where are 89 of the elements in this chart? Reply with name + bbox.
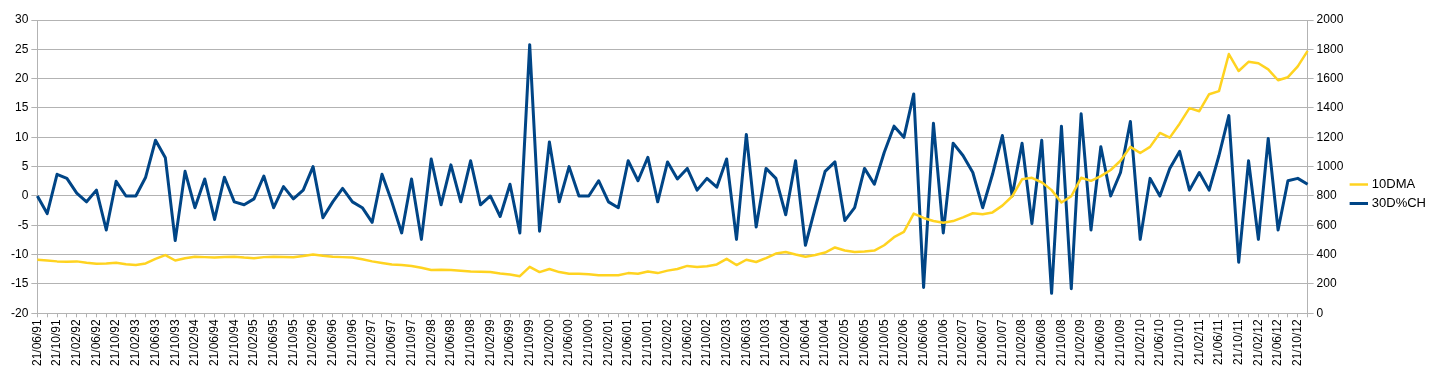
x-tick-label: 21/10/91 <box>49 318 64 367</box>
x-tick-label: 21/06/99 <box>502 318 517 367</box>
x-tick-label: 21/10/01 <box>640 318 655 367</box>
y-tick-label: 5 <box>21 158 29 173</box>
x-tick-label: 21/10/93 <box>167 318 182 367</box>
x-tick-label: 21/06/12 <box>1270 318 1285 367</box>
x-tick-label: 21/06/98 <box>443 318 458 367</box>
x-tick-label: 21/06/09 <box>1093 318 1108 367</box>
y-tick-label: 15 <box>14 100 29 115</box>
x-tick-label: 21/06/02 <box>679 318 694 367</box>
y-tick-label: -5 <box>17 217 29 232</box>
x-tick-label: 21/10/00 <box>581 318 596 367</box>
x-tick-label: 21/02/07 <box>955 318 970 367</box>
x-tick-label: 21/02/09 <box>1073 318 1088 367</box>
x-tick-label: 21/02/98 <box>423 318 438 367</box>
x-tick-label: 21/06/07 <box>974 318 989 367</box>
x-tick-label: 21/06/01 <box>620 318 635 367</box>
x-tick-label: 21/02/02 <box>659 318 674 367</box>
x-tick-label: 21/06/94 <box>206 318 221 367</box>
x-tick-label: 21/06/92 <box>88 318 103 367</box>
x-tick-label: 21/10/06 <box>935 318 950 367</box>
y-tick-label: -20 <box>11 305 29 320</box>
x-tick-label: 21/10/09 <box>1112 318 1127 367</box>
x-tick-label: 21/02/99 <box>482 318 497 367</box>
x-tick-label: 21/10/10 <box>1171 318 1186 367</box>
x-tick-label: 21/06/95 <box>265 318 280 367</box>
y2-tick-label: 400 <box>1316 246 1337 261</box>
x-tick-label: 21/10/99 <box>522 318 537 367</box>
y-tick-label: 20 <box>14 70 29 85</box>
x-tick-label: 21/06/08 <box>1034 318 1049 367</box>
y2-tick-label: 200 <box>1316 276 1337 291</box>
x-tick-label: 21/06/00 <box>561 318 576 367</box>
y2-tick-label: 800 <box>1316 188 1337 203</box>
x-tick-label: 21/02/95 <box>246 318 261 367</box>
y-tick-label: 25 <box>14 41 29 56</box>
y-tick-label: -15 <box>11 276 29 291</box>
x-tick-label: 21/02/92 <box>69 318 84 367</box>
y-tick-label: 10 <box>14 129 29 144</box>
x-tick-label: 21/06/06 <box>915 318 930 367</box>
x-tick-label: 21/02/08 <box>1014 318 1029 367</box>
y-tick-label: 30 <box>14 12 29 27</box>
x-tick-label: 21/02/05 <box>837 318 852 367</box>
x-tick-label: 21/06/05 <box>856 318 871 367</box>
x-tick-label: 21/10/98 <box>462 318 477 367</box>
y-tick-label: 0 <box>21 188 29 203</box>
x-tick-label: 21/10/05 <box>876 318 891 367</box>
x-tick-label: 21/02/12 <box>1250 318 1265 367</box>
x-tick-label: 21/02/04 <box>778 318 793 367</box>
y2-tick-label: 1800 <box>1316 41 1344 56</box>
x-tick-label: 21/06/10 <box>1152 318 1167 367</box>
x-tick-label: 21/06/04 <box>797 318 812 367</box>
y2-tick-label: 2000 <box>1316 12 1344 27</box>
x-tick-label: 21/10/94 <box>226 318 241 367</box>
y2-tick-label: 1200 <box>1316 129 1344 144</box>
legend-label: 10DMA <box>1371 176 1416 192</box>
y2-tick-label: 600 <box>1316 217 1337 232</box>
x-tick-label: 21/10/11 <box>1231 318 1245 366</box>
x-tick-label: 21/10/95 <box>285 318 300 367</box>
x-tick-label: 21/02/06 <box>896 318 911 367</box>
x-tick-label: 21/06/97 <box>384 318 399 367</box>
x-tick-label: 21/10/92 <box>108 318 123 367</box>
x-tick-label: 21/06/11 <box>1211 318 1226 366</box>
x-tick-label: 21/10/12 <box>1290 318 1305 367</box>
x-tick-label: 21/10/97 <box>403 318 418 367</box>
y2-tick-label: 1000 <box>1316 158 1344 173</box>
x-tick-label: 21/02/96 <box>305 318 320 367</box>
x-tick-label: 21/02/03 <box>718 318 733 367</box>
x-tick-label: 21/10/96 <box>344 318 359 367</box>
x-tick-label: 21/02/94 <box>187 318 202 367</box>
x-tick-label: 21/02/00 <box>541 318 556 367</box>
x-tick-label: 21/06/03 <box>738 318 753 367</box>
x-tick-label: 21/06/91 <box>29 318 44 367</box>
x-tick-label: 21/02/93 <box>128 318 143 367</box>
x-tick-label: 21/02/11 <box>1191 318 1206 366</box>
y-tick-label: -10 <box>11 246 29 261</box>
x-tick-label: 21/10/04 <box>817 318 832 367</box>
x-tick-label: 21/06/96 <box>325 318 340 367</box>
y2-tick-label: 1600 <box>1316 70 1344 85</box>
x-tick-label: 21/02/10 <box>1132 318 1147 367</box>
x-tick-label: 21/02/01 <box>600 318 615 367</box>
y2-tick-label: 1400 <box>1316 100 1344 115</box>
x-tick-label: 21/10/07 <box>994 318 1009 367</box>
x-tick-label: 21/02/97 <box>364 318 379 367</box>
legend-label: 30D%CH <box>1371 195 1426 211</box>
x-tick-label: 21/06/93 <box>147 318 162 367</box>
x-tick-label: 21/10/02 <box>699 318 714 367</box>
y2-tick-label: 0 <box>1316 305 1324 320</box>
x-tick-label: 21/10/03 <box>758 318 773 367</box>
x-tick-label: 21/10/08 <box>1053 318 1068 367</box>
